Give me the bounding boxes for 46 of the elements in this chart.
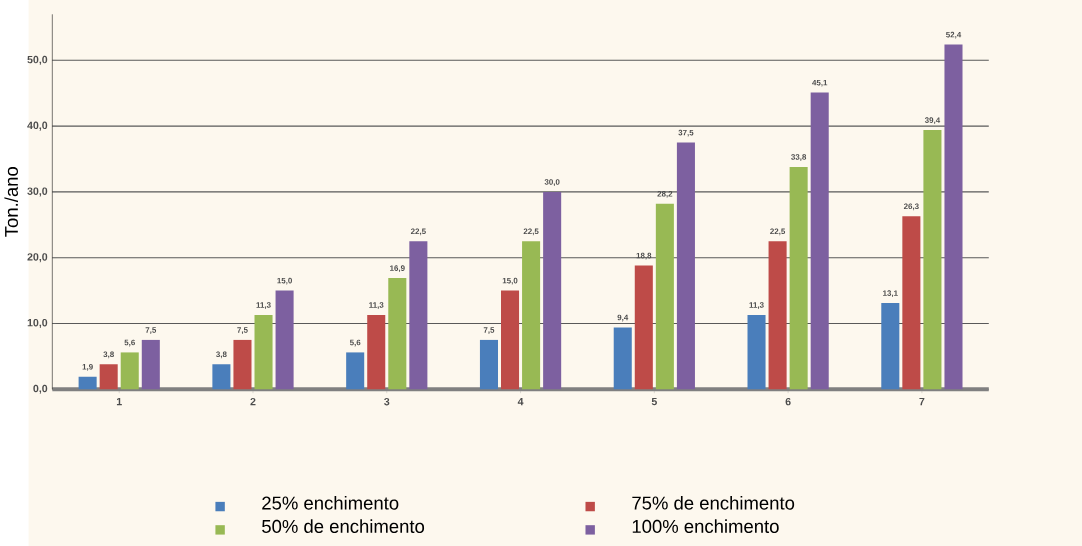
bar xyxy=(254,314,273,390)
bar xyxy=(275,290,294,390)
bar xyxy=(409,241,428,390)
y-tick-label: 20,0 xyxy=(27,253,48,263)
y-tick-label: 0,0 xyxy=(33,384,48,394)
legend-label: 50% de enchimento xyxy=(262,519,425,533)
y-axis-title: Ton./ano xyxy=(4,167,18,237)
bar xyxy=(388,278,407,390)
bar xyxy=(613,327,632,390)
bar xyxy=(789,166,808,390)
bar xyxy=(902,216,921,390)
x-tick-label: 2 xyxy=(250,397,256,406)
bar xyxy=(120,352,139,390)
bar xyxy=(367,314,386,390)
bar xyxy=(676,142,695,390)
bar xyxy=(346,352,365,390)
bar xyxy=(881,303,900,390)
bar xyxy=(747,314,766,390)
bar xyxy=(522,241,541,390)
bar xyxy=(655,203,674,390)
x-tick-label: 6 xyxy=(785,397,791,406)
bar xyxy=(212,364,231,390)
bar xyxy=(768,241,787,390)
y-tick-label: 40,0 xyxy=(27,121,48,131)
bar xyxy=(944,44,963,390)
bar xyxy=(923,130,942,390)
bar xyxy=(810,92,829,390)
bar xyxy=(634,265,653,390)
bar xyxy=(479,339,498,390)
bar xyxy=(233,339,252,390)
x-tick-label: 5 xyxy=(651,397,657,406)
bar xyxy=(78,376,97,390)
bar xyxy=(99,364,118,390)
bar xyxy=(501,290,520,390)
x-tick-label: 7 xyxy=(919,397,925,406)
bar xyxy=(141,339,160,390)
y-tick-label: 10,0 xyxy=(27,318,48,328)
x-tick-label: 3 xyxy=(384,397,390,406)
y-tick-label: 50,0 xyxy=(27,55,48,65)
x-tick-label: 1 xyxy=(116,397,122,406)
bar xyxy=(543,191,562,390)
legend-label: 25% enchimento xyxy=(262,496,399,510)
legend-label: 100% enchimento xyxy=(632,519,779,533)
legend-label: 75% de enchimento xyxy=(632,496,795,510)
x-tick-label: 4 xyxy=(517,397,524,406)
y-tick-label: 30,0 xyxy=(27,187,48,197)
